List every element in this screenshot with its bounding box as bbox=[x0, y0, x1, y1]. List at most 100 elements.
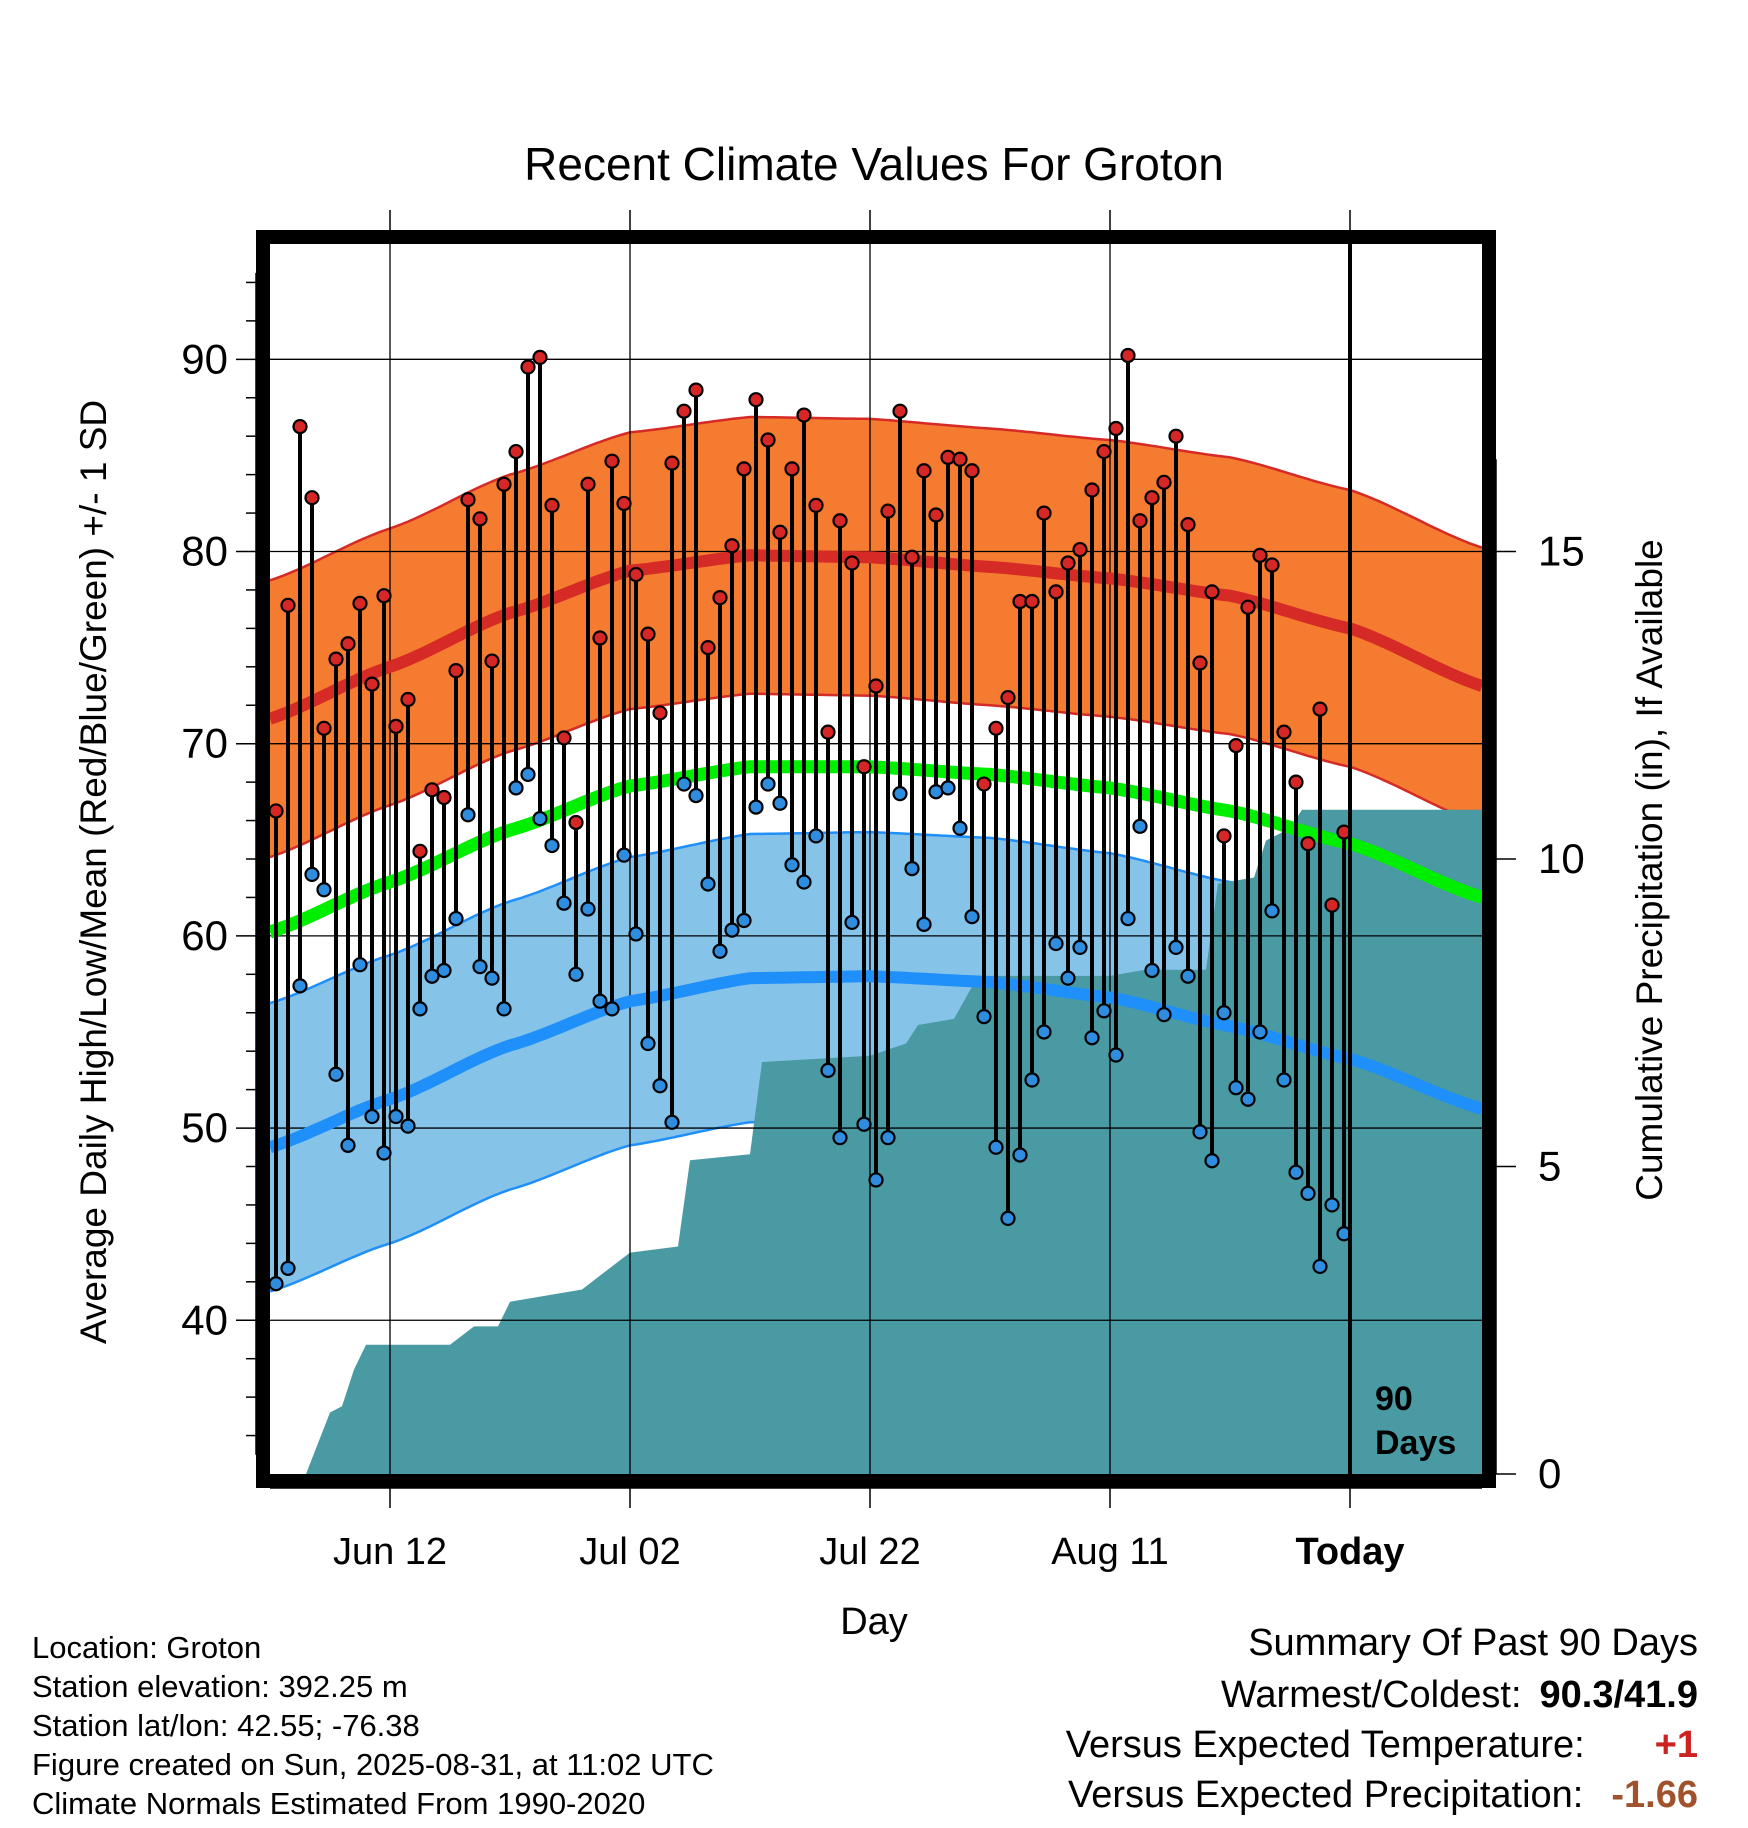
low-point bbox=[976, 1008, 992, 1025]
high-point bbox=[820, 724, 836, 740]
high-point bbox=[1312, 701, 1328, 717]
y2-tick-label: 10 bbox=[1538, 835, 1585, 882]
low-point bbox=[508, 780, 524, 796]
high-point bbox=[1276, 724, 1292, 740]
low-point bbox=[1096, 1003, 1112, 1019]
x-tick-label: Jul 22 bbox=[819, 1531, 920, 1573]
low-point bbox=[832, 1130, 848, 1146]
high-point bbox=[1204, 584, 1220, 600]
high-point bbox=[952, 451, 968, 467]
high-point bbox=[700, 639, 716, 656]
high-point bbox=[712, 590, 728, 606]
low-point bbox=[640, 1035, 656, 1052]
low-point bbox=[1024, 1072, 1040, 1088]
low-point bbox=[856, 1116, 872, 1132]
high-sd-band-upper-edge bbox=[270, 415, 1482, 582]
info-latlon: Station lat/lon: 42.55; -76.38 bbox=[32, 1708, 420, 1743]
low-point bbox=[580, 901, 596, 917]
high-point bbox=[1192, 655, 1208, 671]
high-point bbox=[484, 653, 500, 669]
low-point bbox=[604, 1001, 620, 1017]
high-point bbox=[976, 776, 992, 792]
low-point bbox=[796, 874, 812, 890]
high-point bbox=[1060, 555, 1076, 571]
low-point bbox=[616, 847, 632, 863]
y-tick-label: 60 bbox=[181, 912, 228, 959]
high-point bbox=[270, 803, 284, 819]
low-point bbox=[808, 828, 824, 844]
high-point bbox=[1288, 774, 1304, 790]
high-point bbox=[1168, 428, 1184, 444]
high-point bbox=[1180, 516, 1196, 533]
y2-axis-label: Cumulative Precipitation (in), If Availa… bbox=[1629, 539, 1670, 1201]
low-point bbox=[748, 799, 764, 815]
low-point bbox=[1000, 1210, 1016, 1226]
high-point bbox=[892, 403, 908, 419]
low-point bbox=[700, 876, 716, 892]
high-point bbox=[676, 403, 692, 419]
low-point bbox=[1288, 1164, 1304, 1180]
high-point bbox=[736, 461, 752, 477]
low-point bbox=[472, 959, 488, 975]
x-tick-label: Jul 02 bbox=[579, 1531, 680, 1573]
high-point bbox=[988, 720, 1004, 736]
high-point bbox=[496, 476, 512, 492]
low-point bbox=[544, 837, 560, 854]
high-point bbox=[760, 432, 776, 448]
y-tick-label: 90 bbox=[181, 335, 228, 382]
low-point bbox=[1048, 935, 1064, 952]
high-point bbox=[844, 555, 860, 571]
high-point bbox=[580, 476, 596, 492]
high-point bbox=[1216, 828, 1232, 844]
high-point bbox=[640, 626, 656, 642]
high-point bbox=[1036, 505, 1052, 521]
high-point bbox=[832, 513, 848, 529]
low-point bbox=[1012, 1147, 1028, 1163]
high-point bbox=[1264, 557, 1280, 573]
high-point bbox=[772, 524, 788, 540]
low-point bbox=[448, 910, 464, 927]
summary-temperature-label: Versus Expected Temperature: bbox=[1065, 1724, 1585, 1766]
high-point bbox=[928, 507, 944, 523]
high-point bbox=[1300, 836, 1316, 852]
high-point bbox=[616, 495, 632, 512]
high-point bbox=[1228, 738, 1244, 754]
y-axis-label: Average Daily High/Low/Mean (Red/Blue/Gr… bbox=[73, 400, 114, 1344]
high-point bbox=[400, 691, 416, 708]
low-point bbox=[628, 926, 644, 942]
high-point bbox=[1252, 547, 1268, 563]
low-point bbox=[736, 912, 752, 929]
high-point bbox=[544, 497, 560, 513]
high-point bbox=[1240, 599, 1256, 615]
low-point bbox=[436, 962, 452, 979]
chart-title: Recent Climate Values For Groton bbox=[524, 138, 1224, 190]
high-point bbox=[856, 759, 872, 775]
low-point bbox=[988, 1139, 1004, 1155]
high-point bbox=[508, 443, 524, 460]
high-point bbox=[796, 407, 812, 423]
low-point bbox=[1132, 818, 1148, 834]
x-tick-label: Aug 11 bbox=[1051, 1531, 1169, 1573]
summary-warmest-coldest-value: 90.3/41.9 bbox=[1539, 1674, 1698, 1716]
high-point bbox=[532, 349, 548, 365]
low-point bbox=[1252, 1024, 1268, 1040]
high-point bbox=[1084, 482, 1100, 498]
high-point bbox=[916, 463, 932, 479]
summary-precipitation-value: -1.66 bbox=[1611, 1774, 1698, 1816]
summary-temperature-value: +1 bbox=[1654, 1724, 1698, 1766]
high-point bbox=[556, 730, 572, 746]
daily-observations bbox=[270, 347, 1352, 1292]
low-point bbox=[664, 1114, 680, 1130]
summary-precipitation-label: Versus Expected Precipitation: bbox=[1067, 1774, 1584, 1816]
high-point bbox=[1072, 541, 1088, 558]
high-point bbox=[376, 588, 392, 604]
summary-title: Summary Of Past 90 Days bbox=[1248, 1622, 1698, 1664]
high-point bbox=[304, 490, 320, 506]
low-point bbox=[688, 787, 704, 804]
y2-tick-label: 15 bbox=[1538, 528, 1585, 575]
low-point bbox=[1072, 939, 1088, 956]
low-point bbox=[1300, 1185, 1316, 1202]
low-point bbox=[820, 1062, 836, 1079]
low-point bbox=[1312, 1258, 1328, 1275]
low-point bbox=[1240, 1091, 1256, 1107]
